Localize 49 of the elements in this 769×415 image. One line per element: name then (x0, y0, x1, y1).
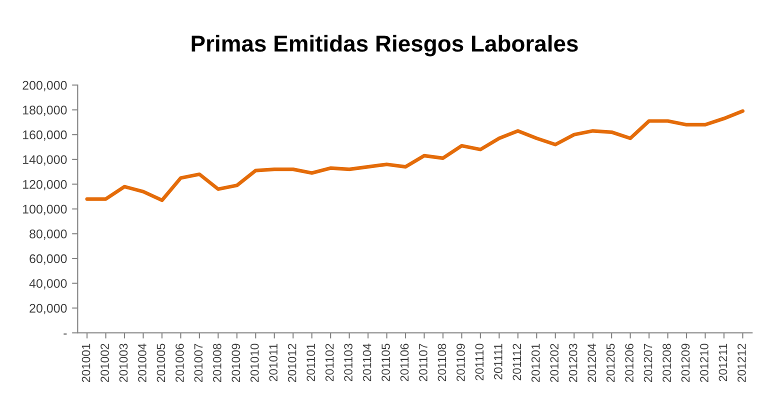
y-tick-label: - (64, 334, 67, 335)
x-tick-label: 201105 (382, 344, 390, 382)
x-tick-label: 201010 (250, 344, 259, 382)
y-tick-label: 100,000 (23, 204, 67, 216)
y-tick-label: 180,000 (23, 106, 67, 116)
x-tick-label: 201102 (325, 344, 334, 382)
x-tick-label: 201007 (194, 344, 203, 382)
x-tick-label: 201211 (718, 344, 728, 382)
x-tick-label: 201201 (531, 344, 540, 382)
y-tick-label: 60,000 (30, 254, 67, 265)
x-tick-label: 201008 (212, 344, 222, 382)
x-tick-label: 201004 (138, 344, 146, 382)
x-tick-label: 201107 (419, 344, 428, 382)
y-tick-label: 140,000 (23, 155, 67, 166)
x-tick-label: 201209 (681, 344, 690, 382)
x-tick-label: 201106 (400, 344, 409, 382)
x-tick-label: 201109 (456, 344, 465, 382)
x-tick-label: 201205 (606, 344, 615, 382)
x-tick-label: 201101 (306, 344, 316, 382)
x-tick-label: 201011 (269, 344, 278, 382)
x-tick-label: 201002 (100, 344, 109, 382)
x-tick-label: 201005 (156, 344, 166, 382)
x-tick-label: 201003 (119, 344, 128, 382)
x-tick-label: 201208 (662, 344, 671, 382)
x-tick-label: 201103 (344, 344, 352, 382)
y-tick-label: 120,000 (23, 180, 67, 190)
x-tick-label: 201206 (625, 344, 634, 382)
x-tick-label: 201210 (700, 344, 708, 382)
x-tick-label: 201207 (644, 344, 652, 382)
line-series (85, 109, 745, 202)
x-tick-label: 201104 (362, 344, 372, 382)
x-tick-label: 201108 (438, 344, 446, 382)
y-tick-label: 40,000 (29, 279, 67, 290)
y-tick-label: 160,000 (23, 130, 67, 141)
x-tick-label: 201006 (176, 344, 184, 382)
x-tick-label: 201110 (475, 344, 484, 380)
x-tick-label: 201001 (82, 344, 90, 382)
x-tick-label: 201202 (550, 344, 559, 382)
x-tick-label: 201204 (588, 344, 596, 382)
x-tick-label: 201112 (512, 344, 522, 380)
x-tick-label: 201212 (738, 344, 746, 382)
y-tick-label: 80,000 (30, 230, 67, 240)
x-tick-label: 201203 (568, 344, 578, 382)
y-tick-label: 20,000 (30, 304, 67, 314)
x-tick-label: 201009 (232, 344, 240, 382)
x-tick-label: 201012 (288, 344, 296, 382)
chart-title: Primas Emitidas Riesgos Laborales (192, 34, 578, 56)
y-tick-label: 200,000 (22, 80, 67, 92)
x-tick-label: 201111 (494, 344, 502, 380)
